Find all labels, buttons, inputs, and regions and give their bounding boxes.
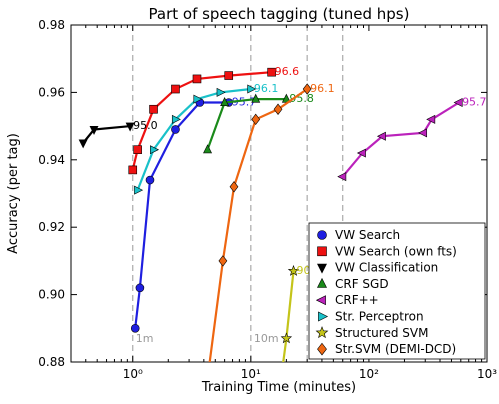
reference-line-label: 1m bbox=[136, 332, 154, 345]
series-line bbox=[134, 101, 229, 329]
series-3 bbox=[203, 93, 291, 154]
legend-entry: Structured SVM bbox=[335, 326, 428, 340]
data-point bbox=[130, 323, 140, 333]
legend-entry: Str.SVM (DEMI-DCD) bbox=[335, 342, 456, 356]
data-point bbox=[247, 84, 257, 94]
legend: VW Search VW Search (own fts) VW Classific… bbox=[308, 222, 486, 360]
series-1 bbox=[128, 67, 276, 175]
series-end-label: 96.1 bbox=[254, 82, 279, 95]
series-end-label: 96.6 bbox=[275, 65, 300, 78]
series-5 bbox=[134, 84, 257, 195]
data-point bbox=[216, 87, 226, 97]
legend-marker bbox=[318, 311, 329, 322]
legend-entry: CRF SGD bbox=[335, 277, 389, 291]
y-axis-label: Accuracy (per tag) bbox=[6, 133, 21, 254]
legend-entry: Str. Perceptron bbox=[335, 310, 424, 324]
series-4 bbox=[337, 98, 463, 182]
reference-line-label: 10m bbox=[254, 332, 279, 345]
series-end-label: 95.8 bbox=[289, 92, 314, 105]
series-end-label: 95.7 bbox=[462, 96, 487, 109]
series-line bbox=[206, 97, 287, 151]
data-point bbox=[337, 172, 347, 182]
series-layer: 95.796.695.095.895.796.190.796.1 bbox=[78, 65, 487, 362]
data-point bbox=[171, 125, 180, 134]
series-end-label: 95.0 bbox=[133, 119, 158, 132]
series-7 bbox=[208, 83, 312, 362]
data-point bbox=[302, 83, 312, 95]
legend-box bbox=[308, 222, 486, 360]
data-point bbox=[171, 114, 181, 124]
y-tick-label: 0.90 bbox=[38, 288, 65, 302]
y-tick-label: 0.96 bbox=[38, 85, 65, 99]
legend-marker bbox=[317, 246, 327, 257]
x-tick-label: 10³ bbox=[477, 367, 497, 381]
data-point bbox=[418, 128, 428, 138]
data-point bbox=[193, 94, 203, 104]
data-point bbox=[453, 98, 463, 107]
data-point bbox=[150, 145, 160, 155]
data-point bbox=[287, 264, 300, 276]
data-point bbox=[134, 185, 144, 195]
data-point bbox=[89, 125, 99, 135]
data-point bbox=[171, 84, 180, 94]
data-point bbox=[376, 131, 386, 141]
data-point bbox=[251, 113, 261, 126]
legend-entry: VW Classification bbox=[335, 261, 438, 275]
legend-entry: VW Search (own fts) bbox=[335, 244, 457, 258]
legend-marker bbox=[315, 326, 329, 339]
data-point bbox=[280, 332, 293, 344]
series-6 bbox=[280, 264, 300, 362]
data-point bbox=[356, 148, 366, 158]
data-point bbox=[220, 97, 230, 107]
data-point bbox=[426, 114, 436, 124]
x-axis-label: Training Time (minutes) bbox=[201, 380, 356, 395]
data-point bbox=[125, 122, 135, 132]
data-point bbox=[133, 145, 142, 154]
chart-title: Part of speech tagging (tuned hps) bbox=[149, 5, 410, 23]
x-tick-label: 10⁰ bbox=[123, 367, 143, 381]
series-line bbox=[82, 125, 131, 144]
y-tick-label: 0.98 bbox=[38, 18, 65, 32]
legend-marker bbox=[317, 263, 327, 274]
data-point bbox=[145, 175, 155, 185]
data-point bbox=[251, 93, 261, 103]
data-point bbox=[218, 255, 228, 267]
data-point bbox=[149, 104, 158, 114]
series-line bbox=[136, 87, 251, 191]
series-line bbox=[341, 101, 460, 178]
legend-marker bbox=[315, 295, 326, 306]
series-end-label: 96.1 bbox=[310, 82, 335, 95]
series-line bbox=[282, 270, 295, 362]
data-point bbox=[267, 67, 276, 77]
data-point bbox=[192, 74, 202, 84]
legend-entry: VW Search bbox=[335, 228, 400, 242]
series-line bbox=[208, 88, 308, 362]
data-point bbox=[229, 181, 239, 193]
data-point bbox=[224, 71, 234, 80]
y-tick-label: 0.92 bbox=[38, 220, 65, 234]
legend-marker bbox=[317, 342, 327, 356]
legend-marker bbox=[317, 230, 327, 240]
series-2 bbox=[78, 122, 135, 149]
x-tick-label: 10¹ bbox=[241, 367, 261, 381]
data-point bbox=[128, 165, 138, 175]
y-tick-label: 0.94 bbox=[38, 153, 65, 167]
x-tick-label: 10² bbox=[359, 367, 379, 381]
data-point bbox=[203, 144, 213, 154]
legend-marker bbox=[317, 277, 327, 288]
data-point bbox=[78, 139, 88, 149]
data-point bbox=[135, 283, 145, 293]
data-point bbox=[273, 103, 283, 115]
plot-frame bbox=[70, 24, 488, 363]
axis-ticks: 10⁰ 10¹ 10² 10³ 0.88 0.90 0.92 0.94 0.96 0.98 bbox=[38, 18, 497, 381]
legend-entry: CRF++ bbox=[335, 293, 379, 307]
y-tick-label: 0.88 bbox=[38, 355, 65, 369]
